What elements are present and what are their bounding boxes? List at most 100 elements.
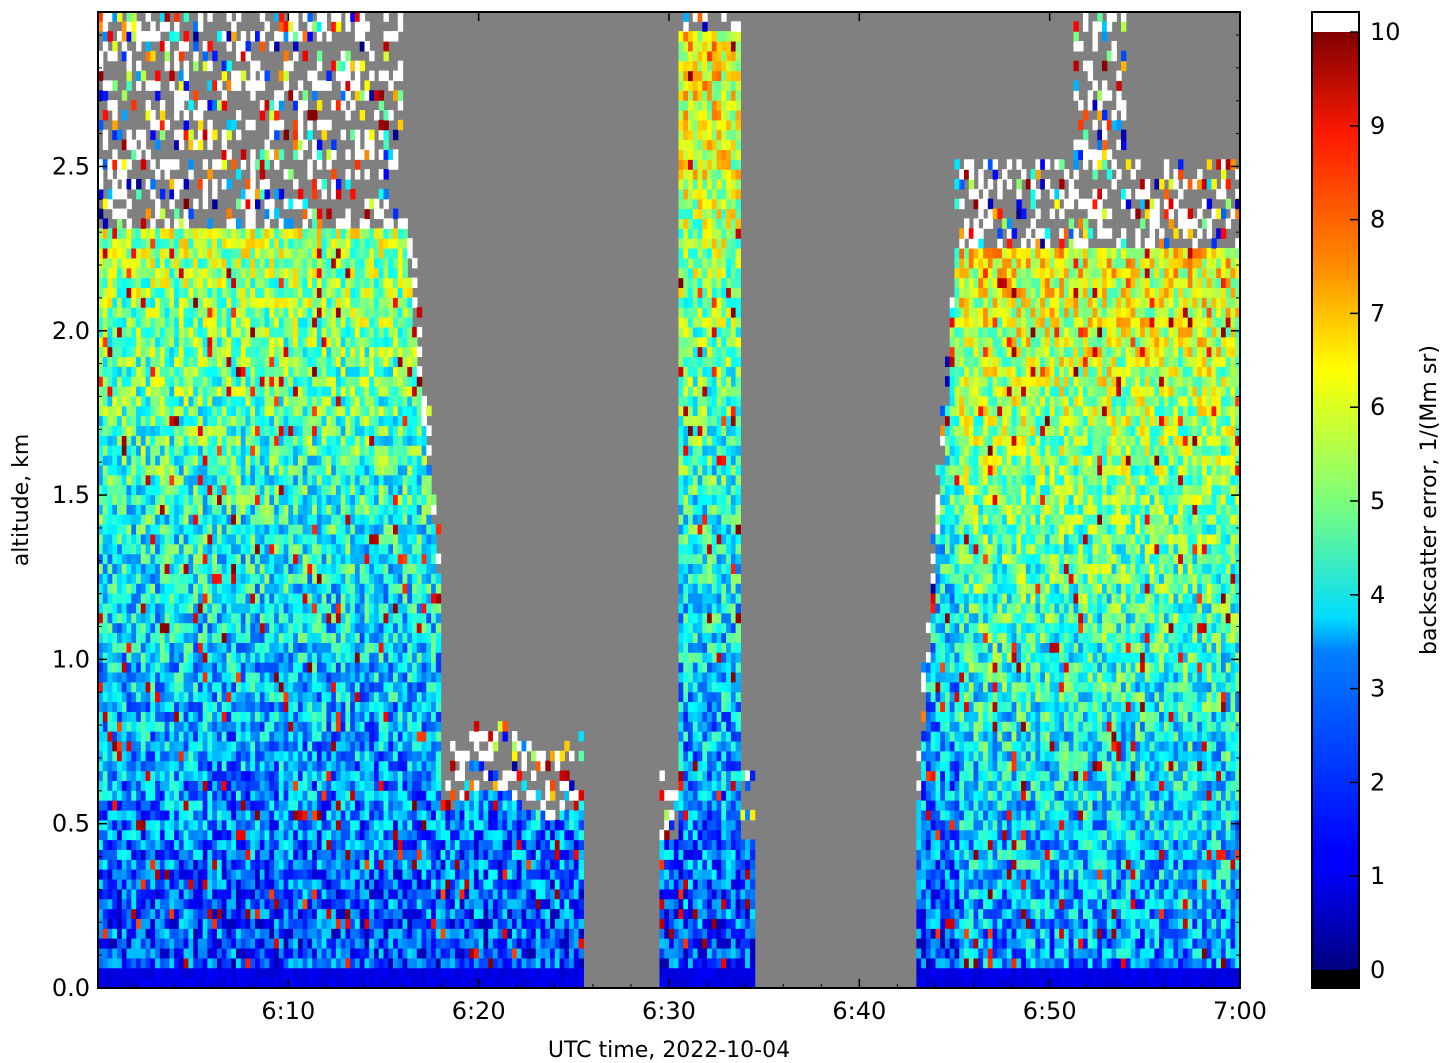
heatmap-cell — [297, 849, 304, 860]
heatmap-cell — [98, 721, 104, 732]
heatmap-cell — [102, 41, 109, 52]
heatmap-cell — [316, 376, 323, 387]
heatmap-cell — [188, 662, 194, 673]
heatmap-cell — [145, 869, 151, 880]
heatmap-cell — [107, 859, 113, 870]
heatmap-cell — [283, 918, 289, 929]
heatmap-cell — [231, 681, 237, 693]
heatmap-cell — [221, 504, 228, 515]
heatmap-cell — [340, 60, 347, 72]
heatmap-cell — [183, 297, 189, 308]
heatmap-cell — [136, 277, 142, 289]
heatmap-cell — [140, 869, 147, 880]
heatmap-cell — [126, 652, 132, 663]
heatmap-cell — [350, 662, 356, 673]
heatmap-cell — [150, 750, 156, 762]
heatmap-cell — [202, 632, 209, 643]
heatmap-cell — [250, 573, 256, 584]
heatmap-cell — [217, 524, 223, 535]
heatmap-cell — [155, 415, 161, 427]
heatmap-cell — [335, 179, 342, 190]
heatmap-cell — [316, 100, 323, 111]
heatmap-cell — [126, 740, 132, 752]
heatmap-cell — [236, 494, 242, 505]
heatmap-cell — [345, 977, 351, 988]
heatmap-cell — [326, 307, 332, 318]
heatmap-cell — [255, 553, 261, 565]
heatmap-cell — [283, 336, 289, 348]
heatmap-cell — [159, 455, 166, 466]
heatmap-cell — [340, 573, 347, 584]
heatmap-cell — [131, 524, 137, 535]
heatmap-cell — [183, 967, 189, 979]
heatmap-cell — [98, 593, 104, 604]
heatmap-cell — [259, 829, 266, 841]
heatmap-cell — [245, 317, 251, 328]
heatmap-cell — [293, 543, 299, 555]
heatmap-cell — [126, 829, 132, 841]
heatmap-cell — [221, 671, 228, 683]
heatmap-cell — [121, 494, 128, 505]
heatmap-cell — [102, 484, 109, 496]
heatmap-cell — [250, 632, 256, 643]
heatmap-cell — [212, 395, 218, 407]
heatmap-cell — [321, 248, 327, 259]
heatmap-cell — [312, 277, 318, 289]
heatmap-cell — [183, 711, 189, 722]
heatmap-cell — [264, 336, 270, 348]
heatmap-cell — [335, 425, 342, 436]
heatmap-cell — [188, 425, 194, 436]
heatmap-cell — [107, 346, 113, 358]
heatmap-cell — [98, 494, 104, 505]
heatmap-cell — [126, 770, 132, 781]
heatmap-cell — [221, 277, 228, 289]
heatmap-cell — [107, 474, 113, 486]
heatmap-cell — [121, 356, 128, 367]
heatmap-cell — [274, 119, 280, 131]
heatmap-cell — [307, 593, 313, 604]
heatmap-cell — [297, 701, 304, 712]
heatmap-cell — [264, 248, 270, 259]
heatmap-cell — [278, 938, 285, 949]
heatmap-cell — [264, 198, 270, 210]
heatmap-cell — [178, 652, 185, 663]
heatmap-cell — [350, 957, 356, 969]
heatmap-cell — [259, 149, 266, 160]
heatmap-cell — [188, 257, 194, 269]
heatmap-cell — [264, 602, 270, 614]
heatmap-cell — [145, 386, 151, 397]
heatmap-cell — [121, 159, 128, 170]
heatmap-cell — [112, 721, 118, 732]
heatmap-cell — [169, 257, 175, 269]
heatmap-cell — [269, 524, 275, 535]
heatmap-cell — [354, 918, 361, 929]
heatmap-cell — [321, 602, 327, 614]
heatmap-cell — [226, 760, 232, 772]
heatmap-cell — [217, 691, 223, 703]
heatmap-cell — [221, 139, 228, 151]
heatmap-cell — [126, 80, 132, 91]
heatmap-cell — [331, 415, 337, 427]
heatmap-cell — [121, 760, 128, 772]
heatmap-cell — [283, 277, 289, 289]
heatmap-cell — [240, 238, 247, 249]
heatmap-cell — [354, 800, 361, 811]
heatmap-cell — [117, 346, 123, 358]
heatmap-cell — [335, 21, 342, 32]
heatmap-cell — [226, 356, 232, 367]
heatmap-cell — [264, 277, 270, 289]
heatmap-cell — [102, 514, 109, 525]
heatmap-cell — [136, 149, 142, 160]
heatmap-cell — [293, 139, 299, 151]
heatmap-cell — [98, 169, 104, 180]
heatmap-cell — [121, 632, 128, 643]
heatmap-cell — [359, 474, 366, 486]
heatmap-cell — [121, 583, 128, 594]
heatmap-cell — [174, 257, 180, 269]
heatmap-cell — [369, 701, 375, 712]
heatmap-cell — [274, 248, 280, 259]
heatmap-cell — [269, 938, 275, 949]
heatmap-cell — [226, 514, 232, 525]
heatmap-cell — [293, 573, 299, 584]
heatmap-cell — [155, 622, 161, 634]
